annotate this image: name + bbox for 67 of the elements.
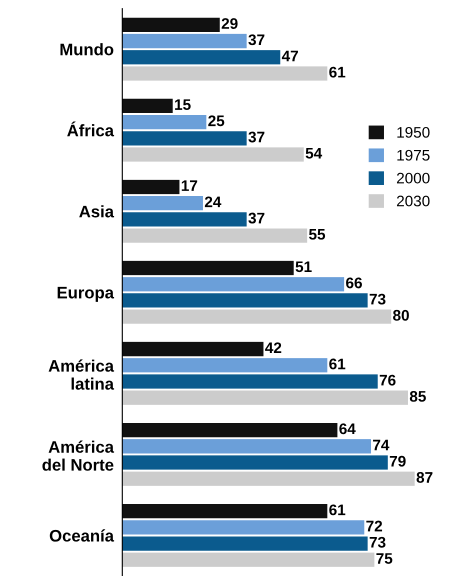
y-tick-label: Asia	[79, 205, 114, 218]
data-label: 79	[390, 456, 406, 467]
y-tick-label: África	[67, 121, 114, 136]
bar	[122, 358, 328, 372]
data-label: 54	[306, 148, 322, 159]
bar	[122, 536, 368, 551]
legend-label: 2000	[396, 172, 430, 184]
bar	[122, 98, 173, 114]
data-label: 73	[370, 536, 386, 548]
y-tick-label: Europa	[58, 286, 114, 302]
data-label: 61	[329, 358, 346, 370]
bar	[122, 310, 392, 324]
bar	[122, 114, 206, 130]
bar	[122, 374, 378, 389]
bar	[122, 260, 294, 276]
data-label: 85	[410, 390, 426, 402]
data-label: 15	[175, 99, 191, 110]
data-label: 75	[376, 553, 392, 564]
bar	[122, 472, 415, 486]
data-label: 66	[346, 277, 362, 288]
data-label: 37	[248, 34, 264, 46]
bar	[122, 342, 264, 356]
bar	[122, 439, 372, 454]
bar	[122, 196, 203, 210]
data-label: 47	[282, 50, 298, 62]
data-label: 73	[370, 294, 386, 305]
data-label: 76	[380, 374, 396, 386]
data-label: 25	[208, 115, 224, 126]
bar	[122, 147, 304, 162]
bar	[122, 277, 344, 292]
bar	[122, 422, 338, 438]
data-label: 72	[366, 520, 382, 532]
data-label: 61	[329, 66, 346, 78]
bar	[122, 212, 247, 227]
data-label: 17	[182, 180, 198, 191]
legend-label: 1950	[397, 126, 430, 138]
bar	[122, 390, 408, 405]
data-label: 74	[373, 440, 390, 450]
data-label: 37	[248, 212, 264, 224]
bar	[122, 293, 368, 308]
bar	[122, 131, 247, 146]
data-label: 64	[339, 423, 356, 434]
bar	[122, 552, 374, 567]
data-label: 61	[329, 504, 346, 516]
bar	[122, 455, 388, 470]
bar	[122, 504, 328, 518]
bar	[122, 18, 220, 32]
data-label: 42	[265, 342, 282, 354]
bar	[122, 34, 247, 48]
y-tick-label: América latina	[48, 359, 114, 390]
data-label: 29	[222, 18, 238, 29]
bar	[122, 228, 308, 243]
data-label: 51	[296, 261, 312, 272]
legend-label: 2030	[396, 196, 430, 206]
bar	[122, 66, 328, 81]
bar	[122, 520, 364, 534]
data-label: 55	[309, 229, 326, 240]
bar	[122, 50, 280, 64]
y-tick-label: Oceanía	[50, 529, 114, 542]
bar	[122, 180, 180, 194]
data-label: 24	[204, 196, 222, 208]
legend-label: 1975	[397, 150, 430, 161]
y-tick-label: Mundo	[60, 43, 114, 56]
y-tick-label: América del Norte	[42, 440, 114, 471]
data-label: 87	[416, 472, 432, 483]
data-label: 37	[248, 132, 264, 142]
data-label: 80	[393, 310, 409, 321]
